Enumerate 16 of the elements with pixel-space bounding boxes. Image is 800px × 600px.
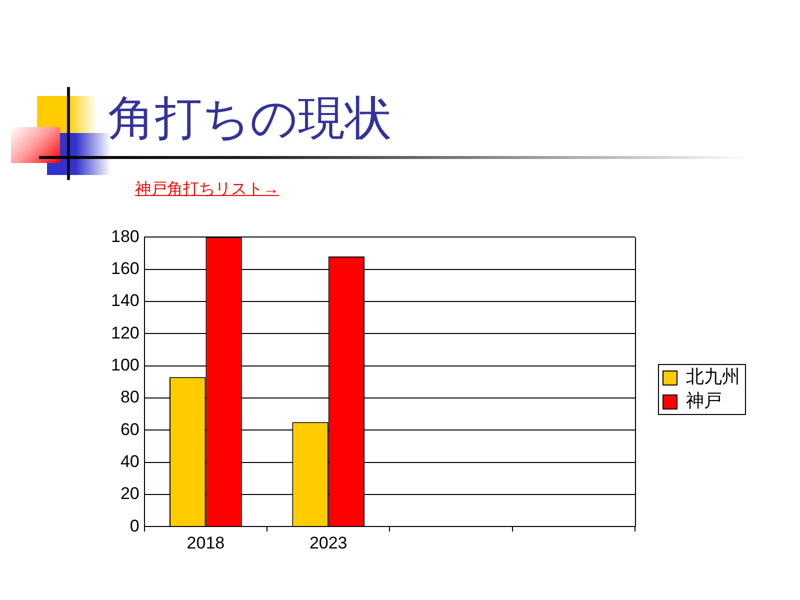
y-tick-label: 40 [120, 452, 140, 471]
y-tick-label: 120 [110, 323, 140, 342]
y-tick-label: 180 [110, 226, 140, 246]
legend-label: 神戸 [686, 390, 722, 412]
y-tick-label: 0 [130, 516, 140, 536]
y-tick-label: 100 [110, 356, 140, 375]
x-tick-label: 2023 [309, 533, 348, 552]
y-tick-label: 60 [120, 420, 140, 439]
chart-title: 角打ちの現状 [108, 90, 392, 148]
y-tick-label: 80 [120, 388, 140, 407]
x-tick-label: 2018 [186, 533, 225, 552]
y-tick-label: 140 [110, 291, 140, 310]
y-tick-label: 20 [120, 484, 140, 504]
legend-label: 北九州 [686, 366, 740, 388]
y-tick-label: 160 [110, 259, 140, 278]
text: 神戸角打ちリスト→ [135, 180, 279, 200]
